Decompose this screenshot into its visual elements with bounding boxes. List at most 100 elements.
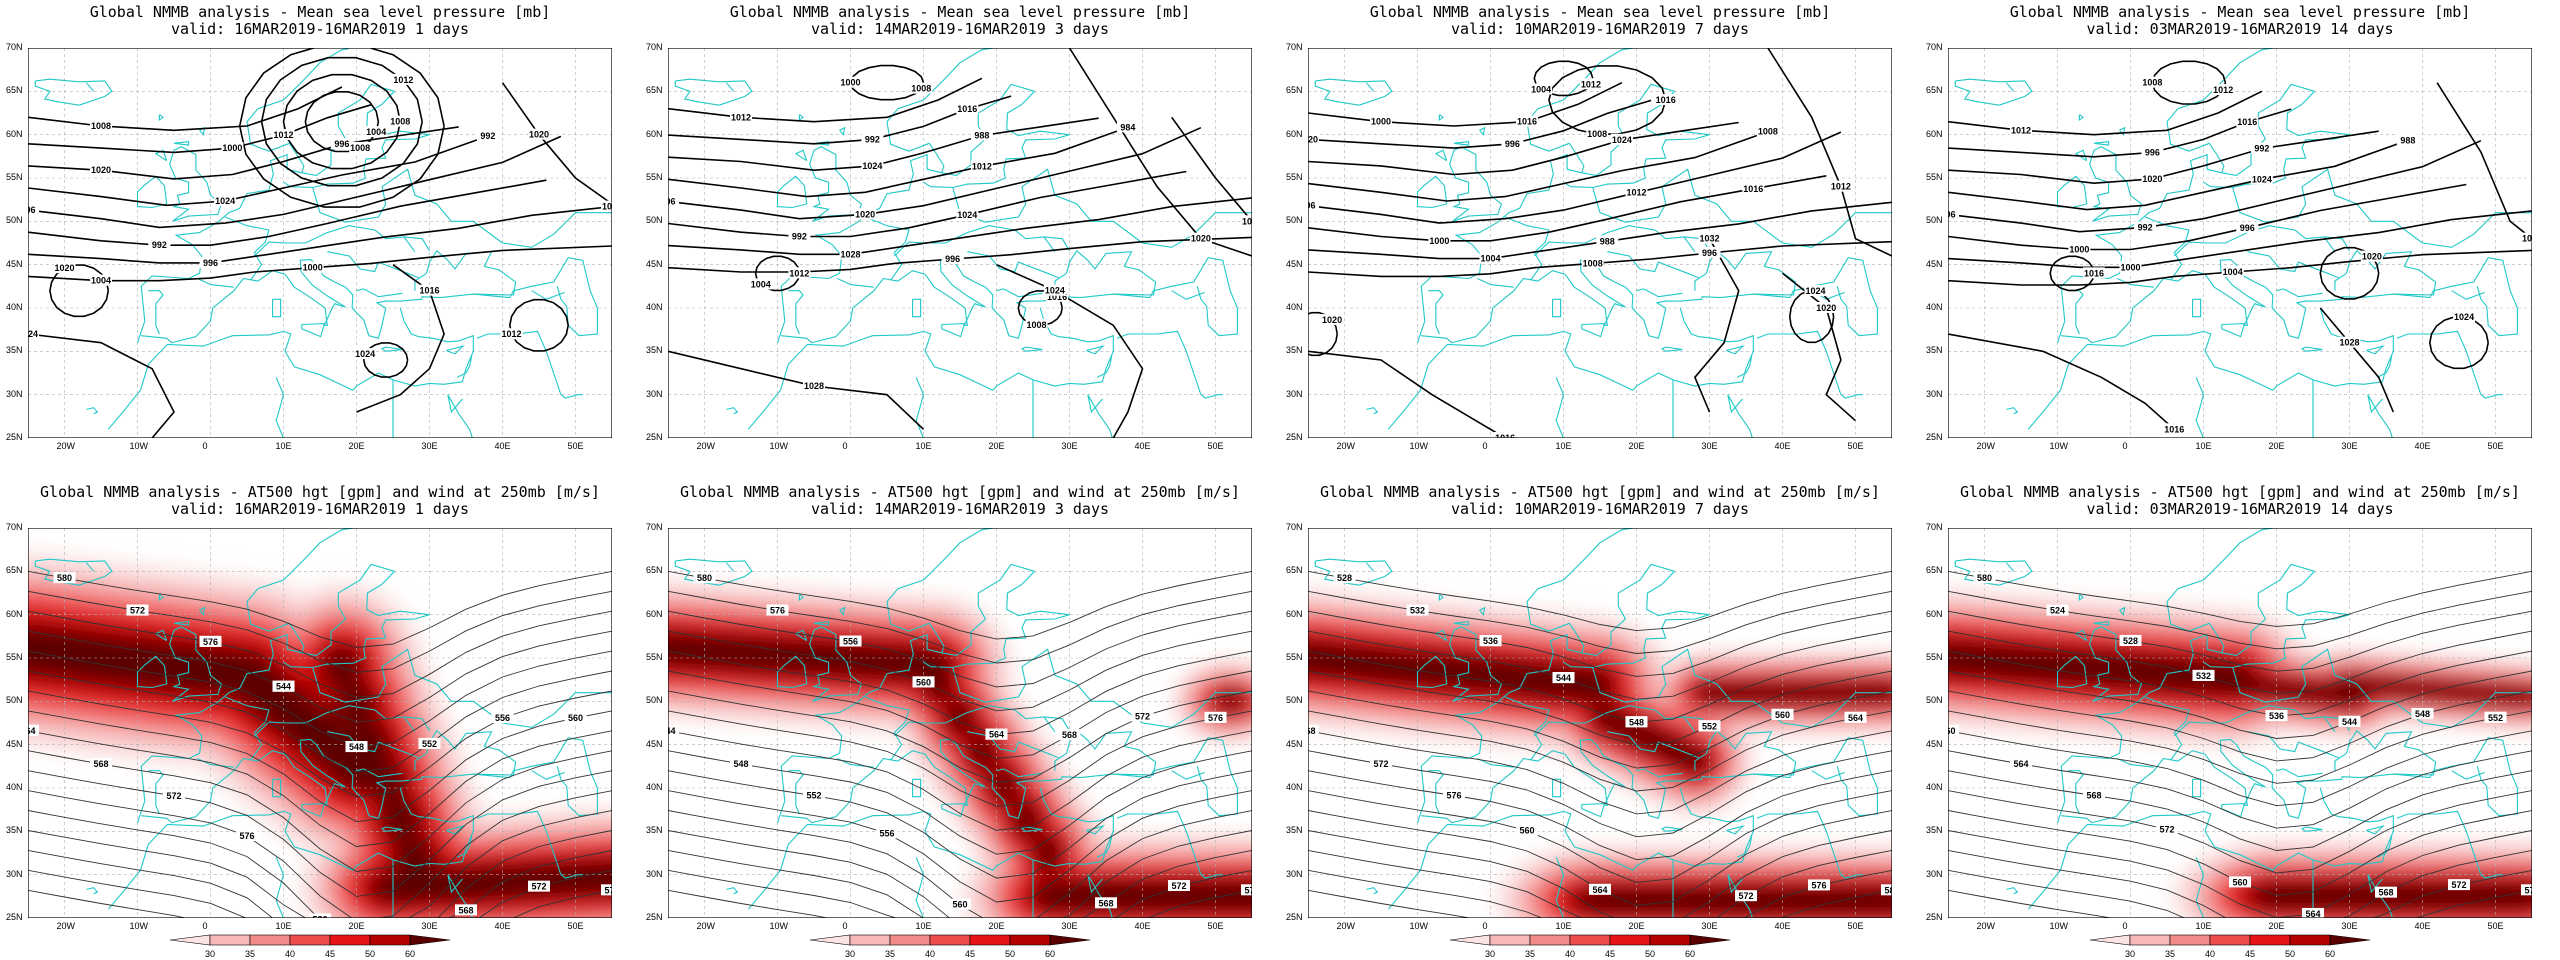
contour-label-bg [1698, 246, 1721, 258]
contour-label: 576 [203, 637, 218, 647]
contour-label: 1020 [1816, 303, 1836, 313]
contour-label-bg [1370, 115, 1392, 127]
contour-label: 1004 [751, 279, 771, 289]
mslp-map-panel: Global NMMB analysis - Mean sea level pr… [1920, 0, 2560, 480]
longitude-label: 20W [56, 441, 76, 451]
contour-label-bg [418, 737, 441, 749]
panel-title: Global NMMB analysis - AT500 hgt [gpm] a… [1320, 483, 1880, 501]
contour-label-bg [28, 724, 39, 736]
contour-label-bg [749, 278, 772, 290]
contour-label-bg [1610, 133, 1633, 145]
longitude-label: 0 [842, 441, 848, 451]
contour-label: 1020 [91, 165, 111, 175]
jet-speed-shading [2225, 673, 2255, 695]
contour-label-bg [1756, 125, 1779, 137]
latitude-label: 40N [6, 302, 23, 312]
longitude-label: 10W [129, 921, 149, 931]
contour-label: 528 [1337, 573, 1352, 583]
contour-label: 1012 [502, 329, 522, 339]
latitude-label: 70N [6, 42, 23, 52]
longitude-label: 10E [915, 921, 932, 931]
map-area: 5165165205245285325365405445485525565605… [28, 528, 612, 918]
latitude-label: 30N [1286, 868, 1303, 879]
latitude-label: 45N [1926, 258, 1943, 269]
longitude-label: 10W [2049, 441, 2069, 451]
contour-label-bg [1735, 890, 1757, 902]
contour-label-bg [1479, 252, 1502, 264]
contour-lines [28, 48, 612, 438]
contour-label-bg [2375, 886, 2397, 898]
contour-label-bg [2265, 710, 2288, 722]
latitude-label: 40N [646, 782, 663, 792]
contour-label: 1020 [1308, 134, 1318, 144]
contour-label: 556 [879, 828, 894, 838]
longitude-label: 10E [275, 921, 292, 931]
latitude-label: 40N [1286, 302, 1303, 312]
contour-label: 1008 [390, 117, 410, 127]
colorbar-tick-label: 45 [1605, 949, 1615, 959]
contour-label: 1012 [273, 130, 293, 140]
colorbar-tick-label: 45 [2245, 949, 2255, 959]
latitude-label: 60N [646, 128, 663, 139]
contour-label: 572 [1171, 881, 1186, 891]
contour-label: 564 [2013, 759, 2028, 769]
contour-label-bg [1552, 672, 1575, 684]
contour-label-bg [2229, 876, 2251, 888]
contour-label: 1028 [840, 249, 860, 259]
latitude-label: 55N [646, 172, 663, 182]
panel-title: Global NMMB analysis - Mean sea level pr… [729, 3, 1191, 21]
contour-label-bg [1058, 729, 1081, 741]
contour-label-bg [2338, 715, 2361, 727]
latitude-label: 45N [646, 258, 663, 269]
contour-label: 1004 [366, 127, 386, 137]
contour-label-bg [2360, 250, 2383, 262]
latitude-label: 30N [1926, 868, 1943, 879]
latitude-label: 60N [6, 608, 23, 619]
contour-label: 992 [2254, 144, 2269, 154]
contour-label-bg [1881, 884, 1892, 896]
contour-label-bg [1131, 710, 1154, 722]
contour-label: 572 [130, 606, 145, 616]
jet-speed-shading [2269, 678, 2299, 700]
wind-speed-colorbar: 30 35 40 45 50 60 [809, 934, 1091, 959]
longitude-label: 50E [2487, 921, 2504, 931]
contour-label-bg [1516, 824, 1538, 836]
contour-label-bg [1654, 94, 1677, 105]
contour-label-bg [2119, 261, 2142, 273]
longitude-label: 10W [769, 921, 789, 931]
contour-label: 996 [1308, 201, 1316, 211]
latitude-label: 30N [646, 868, 663, 879]
longitude-label: 30E [1701, 441, 1718, 451]
longitude-label: 20E [988, 441, 1005, 451]
contour-label: 532 [1410, 606, 1425, 616]
contour-label: 1000 [1429, 236, 1449, 246]
panel-valid-date: valid: 14MAR2019-16MAR2019 3 days [810, 20, 1109, 38]
contour-label: 568 [458, 905, 473, 915]
contour-label: 560 [1948, 726, 1956, 736]
contour-label-bg [2010, 124, 2032, 136]
latitude-label: 35N [646, 345, 663, 356]
contour-label-bg [1428, 234, 1451, 246]
longitude-label: 40E [494, 921, 511, 931]
longitude-label: 0 [202, 441, 208, 451]
contour-label: 576 [604, 885, 612, 895]
jet-speed-shading [2444, 683, 2474, 701]
longitude-label: 40E [2414, 441, 2431, 451]
contour-label: 1016 [957, 104, 977, 114]
longitude-label: 50E [567, 441, 584, 451]
longitude-label: 20W [1336, 921, 1356, 931]
contour-label-bg [788, 230, 811, 242]
contour-label-bg [956, 208, 979, 220]
colorbar-tick-label: 40 [2205, 949, 2215, 959]
contour-label: 1004 [1531, 84, 1551, 94]
jet-speed-shading [1782, 682, 1812, 704]
contour-label-bg [1844, 711, 1867, 723]
longitude-label: 50E [1207, 441, 1224, 451]
contour-label-bg [2068, 243, 2091, 255]
wind-speed-colorbar: 30 35 40 45 50 60 [1449, 934, 1731, 959]
contour-label-bg [1808, 879, 1830, 891]
contour-label: 572 [2159, 824, 2174, 834]
contour-label: 1016 [1517, 117, 1537, 127]
contour-label-bg [2338, 336, 2361, 348]
colorbar-tick-label: 50 [365, 949, 375, 959]
